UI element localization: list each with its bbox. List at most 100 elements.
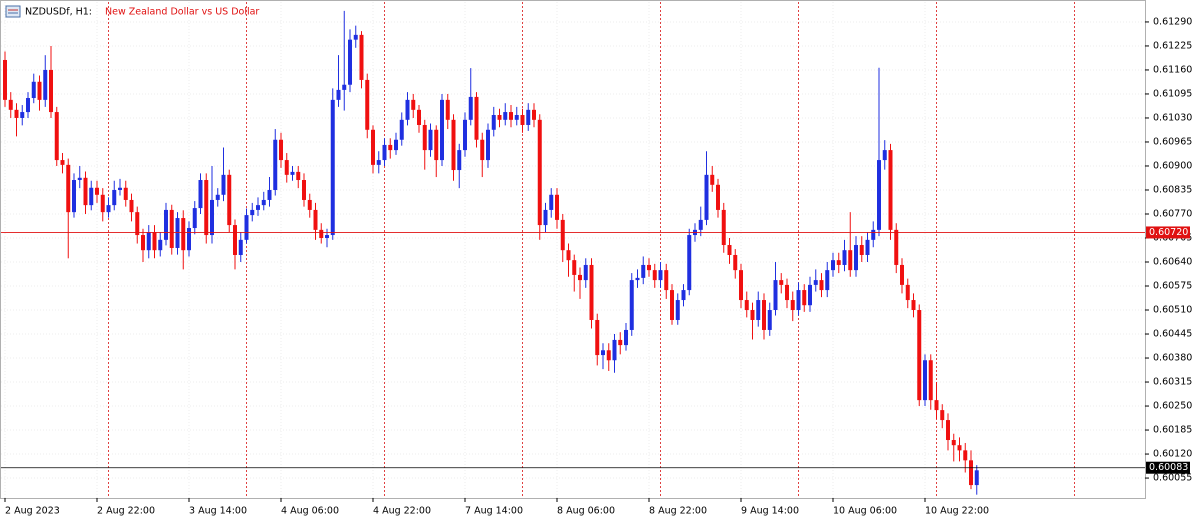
candle-body [422, 124, 427, 151]
candle-body [279, 139, 283, 161]
price-label: 0.60083 [1149, 462, 1188, 473]
candle-body [836, 260, 841, 265]
candle-body [376, 160, 381, 165]
candle-body [169, 209, 174, 248]
candle-body [601, 350, 605, 356]
candle-body [480, 139, 485, 161]
candle-body [629, 280, 634, 330]
candle-body [348, 39, 352, 85]
y-tick-label: 0.61290 [1153, 16, 1192, 27]
candle-body [583, 264, 588, 281]
price-label-box [1146, 461, 1190, 474]
candle-body [273, 139, 278, 190]
candle-body [164, 209, 168, 240]
candle-body [330, 99, 335, 236]
candle-body [198, 180, 203, 209]
y-tick-label: 0.60640 [1153, 257, 1192, 268]
candle-body [543, 209, 548, 226]
x-tick-label: 2 Aug 2023 [5, 506, 60, 517]
candle-body [250, 209, 255, 216]
candle-body [733, 254, 738, 271]
candle-body [129, 199, 134, 213]
candle-body [808, 284, 812, 306]
candle-body [463, 119, 467, 151]
y-tick-label: 0.61095 [1153, 88, 1192, 99]
candle-body [595, 319, 600, 356]
candle-body [635, 277, 640, 281]
candle-body [313, 209, 318, 230]
candle-body [871, 229, 876, 240]
candle-body [612, 339, 617, 361]
candle-body [365, 79, 370, 130]
candle-body [468, 96, 473, 120]
candle-body [928, 360, 933, 401]
candle-body [284, 160, 289, 175]
candle-body [681, 290, 686, 301]
candle-body [957, 445, 962, 451]
candle-body [578, 274, 582, 281]
candle-body [888, 150, 893, 230]
y-tick-label: 0.60250 [1153, 401, 1192, 412]
candle-body [727, 245, 732, 255]
x-tick-label: 10 Aug 22:00 [925, 506, 989, 517]
candle-body [100, 194, 105, 213]
candle-body [474, 96, 479, 140]
candle-body [37, 81, 42, 100]
candle-body [698, 219, 703, 230]
candle-body [290, 171, 295, 175]
candle-body [946, 420, 950, 441]
candle-body [560, 219, 565, 251]
candle-body [244, 215, 249, 240]
candle-body [158, 239, 163, 251]
candle-body [371, 129, 375, 165]
candle-body [14, 109, 19, 118]
candle-body [135, 212, 140, 236]
candle-body [687, 235, 692, 291]
candle-body [118, 187, 122, 190]
chart-symbol: NZDUSDf, H1: [25, 7, 92, 18]
candle-body [664, 270, 669, 291]
candle-body [221, 174, 226, 195]
candle-body [848, 250, 853, 271]
candle-body [819, 280, 824, 291]
y-tick-label: 0.60185 [1153, 425, 1192, 436]
candle-body [417, 109, 421, 125]
candle-body [141, 235, 145, 251]
x-tick-label: 7 Aug 14:00 [465, 506, 523, 517]
candle-body [624, 329, 628, 346]
candle-body [399, 119, 404, 140]
candle-body [526, 109, 531, 125]
candle-body [445, 99, 450, 120]
candle-body [491, 115, 496, 130]
candle-body [934, 400, 939, 411]
candle-body [894, 229, 899, 265]
candle-body [95, 187, 99, 195]
candle-body [66, 164, 71, 213]
candle-body [175, 218, 180, 248]
y-tick-label: 0.60055 [1153, 473, 1192, 484]
candle-body [451, 119, 456, 171]
candle-body [342, 84, 347, 90]
candle-body [923, 360, 927, 401]
candle-body [319, 229, 324, 238]
candle-body [20, 112, 25, 118]
x-tick-label: 4 Aug 22:00 [373, 506, 431, 517]
y-tick-label: 0.60510 [1153, 305, 1192, 316]
candle-body [882, 150, 887, 161]
candle-body [359, 34, 364, 80]
candle-body [204, 180, 209, 236]
candle-body [267, 189, 272, 200]
candle-body [566, 250, 571, 261]
y-tick-label: 0.60380 [1153, 353, 1192, 364]
candle-body [704, 174, 709, 220]
candle-body [877, 160, 881, 230]
candle-body [744, 300, 749, 311]
candle-body [842, 250, 847, 265]
candle-body [865, 239, 870, 255]
candle-body [187, 228, 191, 251]
candle-body [509, 112, 513, 120]
candle-body [532, 109, 536, 120]
candle-body [83, 177, 88, 206]
y-tick-label: 0.60900 [1153, 160, 1192, 171]
